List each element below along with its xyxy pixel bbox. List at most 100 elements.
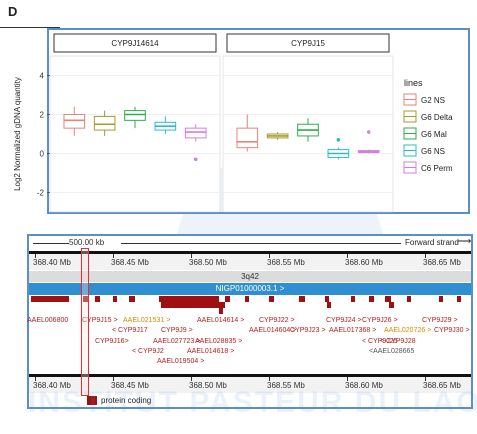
legend-entry: G6 NS xyxy=(421,147,445,156)
gene-label[interactable]: < CYP9J17 xyxy=(112,327,148,334)
gene-label[interactable]: AAEL006800 xyxy=(27,317,69,324)
gene-label[interactable]: AAEL027723 > xyxy=(153,338,201,345)
gene-feature[interactable] xyxy=(407,296,411,302)
gene-feature[interactable] xyxy=(389,302,394,308)
gene-feature[interactable] xyxy=(83,296,89,302)
gene-label[interactable]: CYP9J22 > xyxy=(259,317,295,324)
gene-label[interactable]: CYP9J24 > xyxy=(326,317,362,324)
gene-label[interactable]: < CYP9J28 xyxy=(380,338,416,345)
gene-feature[interactable] xyxy=(325,296,329,302)
gene-label[interactable]: CYP9J16> xyxy=(95,338,129,345)
gene-feature[interactable] xyxy=(197,296,201,302)
ruler-tick xyxy=(191,377,192,381)
legend-entry: G6 Mal xyxy=(421,130,447,139)
ruler-tick-label: 368.55 Mb xyxy=(267,381,305,390)
ruler-tick xyxy=(347,254,348,258)
ruler-tick-label: 368.60 Mb xyxy=(345,258,383,267)
gene-feature[interactable] xyxy=(299,296,305,302)
panel-letter: D xyxy=(8,4,18,19)
gene-label[interactable]: AAEL021531 > xyxy=(123,317,171,324)
box-body xyxy=(124,110,146,121)
ruler-tick xyxy=(35,254,36,258)
gene-label[interactable]: <AAEL028665 xyxy=(369,348,415,355)
ruler-tick xyxy=(35,377,36,381)
gene-feature[interactable] xyxy=(327,302,331,308)
gene-feature[interactable] xyxy=(161,302,225,308)
strand-label: Forward strand xyxy=(405,238,459,247)
box-body xyxy=(93,115,116,131)
legend-title: lines xyxy=(404,78,423,88)
ruler-tick-label: 368.45 Mb xyxy=(111,381,149,390)
gene-feature[interactable] xyxy=(245,296,249,302)
gene-label[interactable]: CYP9J15 > xyxy=(82,317,118,324)
forward-arrow-icon: ⟶ xyxy=(457,236,472,247)
ruler-tick xyxy=(425,254,426,258)
ruler-tick xyxy=(425,377,426,381)
facet-strip xyxy=(226,33,390,53)
ruler-tick xyxy=(269,377,270,381)
ruler-tick-label: 368.65 Mb xyxy=(423,381,461,390)
gene-feature[interactable] xyxy=(369,296,374,302)
chromosome-bar-bottom xyxy=(29,374,471,377)
scale-label: 500.00 kb xyxy=(69,238,105,247)
ruler-tick xyxy=(113,254,114,258)
gene-label[interactable]: CYP9J30 > xyxy=(434,327,470,334)
tick-row-top: 368.40 Mb 368.45 Mb 368.50 Mb 368.55 Mb 368.… xyxy=(29,254,471,270)
gene-label[interactable]: AAEL014618 > xyxy=(187,348,235,355)
legend-label: protein coding xyxy=(101,396,152,405)
selected-region-highlight[interactable] xyxy=(81,248,89,396)
legend-entry: C6 Perm xyxy=(421,164,453,173)
scale-line-right xyxy=(121,243,401,244)
y-axis-label: Log2 Normalized gDNA quantity xyxy=(13,77,22,191)
gene-label[interactable]: < CYP9J25 xyxy=(362,338,398,345)
gene-label[interactable]: CYP9J29 > xyxy=(422,317,458,324)
facet-label: CYP9J14614 xyxy=(111,39,159,48)
gene-feature[interactable] xyxy=(219,308,223,314)
gene-label[interactable]: AAEL014614 > xyxy=(197,317,245,324)
ruler-tick-label: 368.50 Mb xyxy=(189,381,227,390)
gene-label[interactable]: AAEL028835 > xyxy=(195,338,243,345)
gene-label[interactable]: < CYP9J2 xyxy=(132,348,164,355)
gene-label[interactable]: AAEL017368 > xyxy=(329,327,377,334)
chart-frame xyxy=(47,28,470,214)
facet-strip xyxy=(53,33,217,53)
assembly-track: NIGP01000003.1 > xyxy=(29,283,471,295)
y-tick-label: -2 xyxy=(37,189,45,198)
ruler-tick-label: 368.55 Mb xyxy=(267,258,305,267)
genome-browser: 500.00 kb Forward strand ⟶ 368.40 Mb 368.… xyxy=(27,234,473,409)
gene-label[interactable]: AAEL019504 > xyxy=(157,358,205,365)
gene-feature[interactable] xyxy=(351,296,355,302)
gene-label[interactable]: CYP9J26 > xyxy=(362,317,398,324)
y-tick-label: 0 xyxy=(40,150,45,159)
protein-coding-swatch xyxy=(87,396,97,405)
box-outlier xyxy=(366,130,371,134)
gene-feature[interactable] xyxy=(225,296,230,302)
panel-divider xyxy=(0,27,60,28)
gene-feature[interactable] xyxy=(95,296,100,302)
legend-entry: G6 Delta xyxy=(421,113,453,122)
y-tick-label: 4 xyxy=(40,72,45,81)
gene-label[interactable]: CYP9J23 > xyxy=(290,327,326,334)
gene-feature[interactable] xyxy=(31,296,69,302)
gene-label[interactable]: AAEL020726 > xyxy=(384,327,432,334)
gene-track: AAEL006800 CYP9J15 > AAEL021531 > < CYP9J17… xyxy=(27,296,471,374)
facet-label: CYP9J15 xyxy=(291,39,325,48)
box-body xyxy=(236,127,259,149)
gene-feature[interactable] xyxy=(385,296,391,302)
gene-label[interactable]: CYP9J9 > xyxy=(161,327,193,334)
ruler-tick-label: 368.40 Mb xyxy=(33,381,71,390)
scale-line xyxy=(33,243,83,244)
contig-track: 3q42 xyxy=(29,271,471,282)
chromosome-bar-top xyxy=(29,251,471,254)
ruler-tick-label: 368.65 Mb xyxy=(423,258,461,267)
gene-feature[interactable] xyxy=(269,296,274,302)
gene-feature[interactable] xyxy=(439,296,443,302)
gene-feature[interactable] xyxy=(113,296,117,302)
gene-label[interactable]: AAEL014604 > xyxy=(249,327,297,334)
watermark-text: INSTITUT PASTEUR DU LAOS xyxy=(28,386,477,419)
gene-feature[interactable] xyxy=(129,296,135,302)
ruler-tick-label: 368.50 Mb xyxy=(189,258,227,267)
gene-feature[interactable] xyxy=(159,296,219,302)
y-tick-label: 2 xyxy=(40,111,45,120)
gene-feature[interactable] xyxy=(457,296,461,302)
